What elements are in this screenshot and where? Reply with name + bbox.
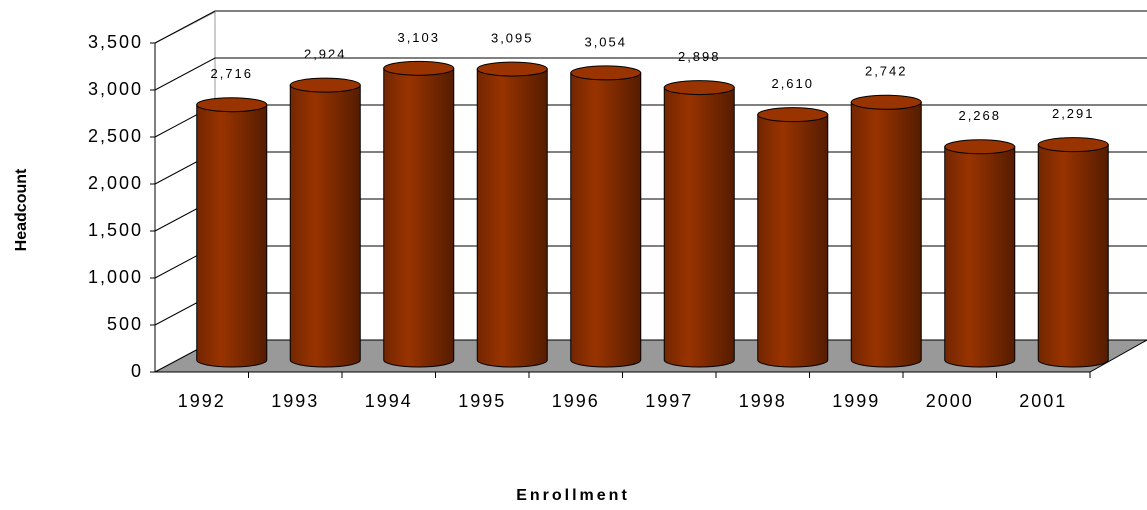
y-tick-label: 1,500 <box>88 220 143 240</box>
bar-shade <box>851 102 922 367</box>
x-tick-label: 1997 <box>645 391 693 411</box>
y-axis-title: Headcount <box>13 168 30 251</box>
bars: 2,716 2,924 3,103 3,095 3,054 2,898 2,610 2,742… <box>196 30 1109 368</box>
y-tick-label: 1,000 <box>88 267 143 287</box>
value-label: 2,742 <box>865 64 908 79</box>
value-label: 2,268 <box>958 108 1001 123</box>
x-tick-label: 1996 <box>552 391 600 411</box>
x-tick-label: 1994 <box>365 391 413 411</box>
bar-shade <box>757 114 828 367</box>
bar-shade <box>196 104 267 368</box>
grid-line <box>154 10 1147 44</box>
x-tick-label: 1992 <box>178 391 226 411</box>
y-tick-label: 500 <box>107 314 143 334</box>
x-tick-label: 2001 <box>1019 391 1067 411</box>
value-label: 2,924 <box>304 47 347 62</box>
x-tick-label: 1995 <box>458 391 506 411</box>
bar-shade <box>944 146 1015 367</box>
value-label: 2,610 <box>771 76 814 91</box>
bar-top <box>850 94 922 110</box>
value-label: 2,898 <box>678 49 721 64</box>
x-tick-label: 1998 <box>739 391 787 411</box>
bar-top <box>944 139 1016 155</box>
bar-shade <box>1038 144 1109 367</box>
bar-top <box>476 61 548 77</box>
x-tick-label: 1993 <box>271 391 319 411</box>
bar-top <box>663 80 735 96</box>
bar-top <box>1037 137 1109 153</box>
bar-top <box>570 65 642 81</box>
y-tick-label: 3,500 <box>88 32 143 52</box>
x-axis-title: Enrollment <box>516 487 630 504</box>
bar-top <box>383 60 455 76</box>
value-label: 2,291 <box>1052 106 1095 121</box>
y-tick-label: 2,000 <box>88 173 143 193</box>
grid-line <box>154 57 1147 91</box>
x-tick-label: 1999 <box>832 391 880 411</box>
bar-top <box>196 97 268 113</box>
x-tick-label: 2000 <box>926 391 974 411</box>
bar-shade <box>290 85 361 368</box>
y-tick-label: 2,500 <box>88 126 143 146</box>
bar-shade <box>570 72 641 367</box>
bar-top <box>757 107 829 123</box>
y-tick-label: 3,000 <box>88 79 143 99</box>
bar-shade <box>664 87 735 367</box>
y-tick-label: 0 <box>131 361 143 381</box>
value-label: 3,095 <box>491 31 534 46</box>
value-label: 3,103 <box>397 30 440 45</box>
value-label: 3,054 <box>584 34 627 49</box>
bar-shade <box>383 68 454 368</box>
bar-shade <box>477 69 548 367</box>
bar-top <box>289 77 361 93</box>
value-label: 2,716 <box>210 66 253 81</box>
